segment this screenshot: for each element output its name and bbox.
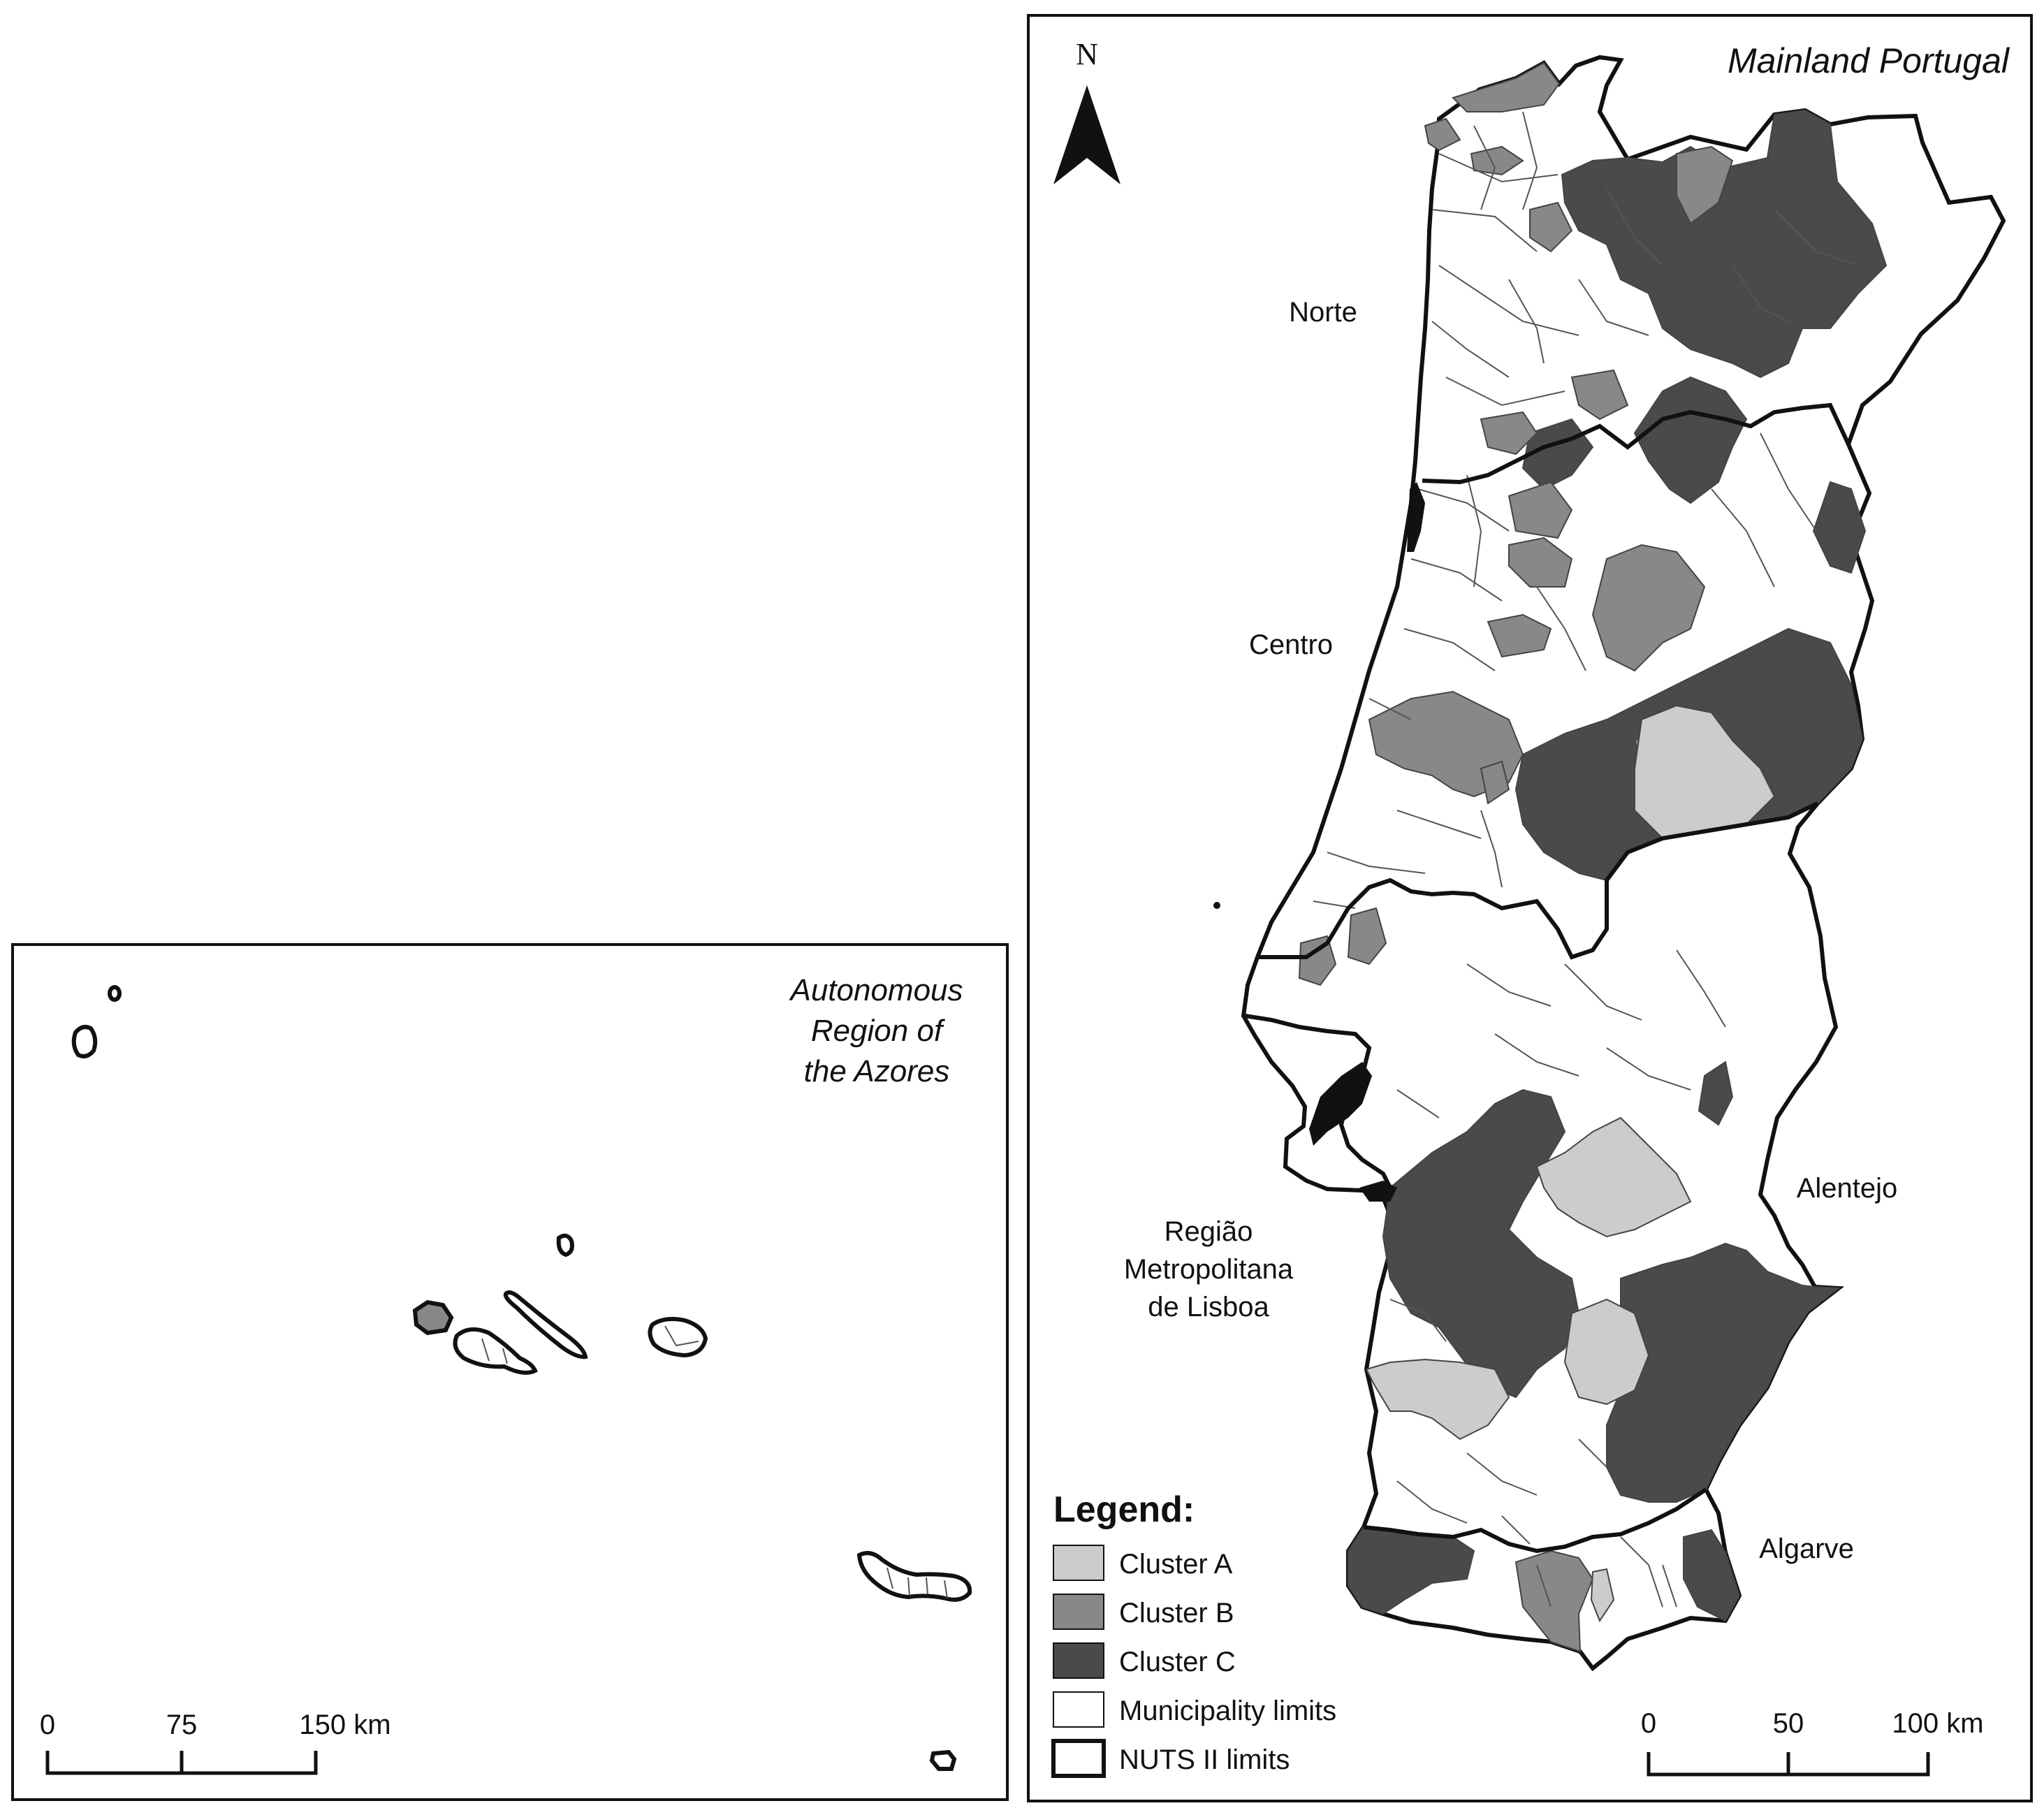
- cluster-c-algarve-east: [1683, 1529, 1741, 1622]
- cluster-b-centro-4: [1487, 613, 1552, 658]
- azores-scale-label-0: 0: [40, 1710, 55, 1740]
- cluster-a-alentejo-north: [1535, 1116, 1692, 1238]
- cluster-c-alentejo-east: [1606, 1242, 1841, 1503]
- azores-title-line-2: Region of: [811, 1014, 946, 1048]
- azores-frame: [11, 943, 1009, 1801]
- mainland-scale-label-50: 50: [1773, 1708, 1804, 1739]
- cluster-b-centro-6: [1480, 760, 1510, 805]
- azores-scale-label-150: 150 km: [299, 1710, 390, 1740]
- municipality-lines-north: [1431, 111, 1859, 407]
- cluster-b-lisboa-2: [1298, 935, 1337, 986]
- cluster-a-alentejo-west: [1365, 1358, 1510, 1441]
- cluster-b-north-4: [1529, 201, 1573, 253]
- legend-swatch-cluster-c: [1053, 1642, 1104, 1679]
- sao-miguel-municipality-line: [886, 1567, 948, 1599]
- cluster-a-centro: [1634, 704, 1776, 840]
- nuts-centro-lisboa-alentejo: [1257, 801, 1819, 960]
- municipality-limits: [1313, 111, 1859, 1608]
- cluster-b-lisboa-1: [1347, 907, 1387, 965]
- island-corvo: [108, 985, 122, 1002]
- region-label-centro: Centro: [1249, 629, 1333, 660]
- legend-swatch-cluster-b: [1053, 1594, 1104, 1630]
- island-santa-maria: [929, 1749, 957, 1771]
- mainland-scale-label-0: 0: [1641, 1708, 1656, 1739]
- region-label-lisboa-line-2: Metropolitana: [1124, 1254, 1294, 1285]
- terceira-municipality-line: [664, 1325, 699, 1347]
- aveiro-lagoon: [1407, 482, 1425, 552]
- cluster-b-centro-2: [1508, 537, 1573, 588]
- island-sao-jorge: [503, 1290, 588, 1360]
- region-label-lisboa-line-3: de Lisboa: [1148, 1292, 1269, 1322]
- cluster-c-alentejo-west: [1382, 1088, 1580, 1399]
- legend-label-nuts: NUTS II limits: [1119, 1744, 1290, 1775]
- mainland-title: Mainland Portugal: [1728, 41, 2010, 80]
- cluster-c-east-border: [1812, 481, 1867, 574]
- tagus-estuary: [1309, 1062, 1372, 1146]
- legend: Legend: Cluster A Cluster B Cluster C Mu…: [1051, 1489, 1336, 1778]
- mainland-scale-line: [1647, 1752, 1930, 1777]
- cluster-b-north-7: [1570, 369, 1629, 421]
- azores-panel: Autonomous Region of the Azores 0 75 150: [11, 943, 1009, 1801]
- region-label-lisboa-line-1: Região: [1165, 1216, 1253, 1247]
- azores-scale-line: [45, 1751, 318, 1775]
- mainland-scale-bar: 0 50 100 km: [1641, 1708, 1984, 1777]
- sado-estuary: [1359, 1181, 1397, 1202]
- cluster-c-north-central: [1633, 376, 1748, 504]
- region-label-alentejo: Alentejo: [1797, 1173, 1898, 1204]
- cluster-b-north-5: [1676, 145, 1734, 225]
- legend-swatch-cluster-a: [1053, 1545, 1104, 1581]
- cluster-b-north-1: [1452, 61, 1561, 112]
- cluster-b-north-3: [1470, 145, 1524, 176]
- legend-label-cluster-c: Cluster C: [1119, 1647, 1236, 1677]
- nuts-norte-centro: [1422, 402, 1850, 485]
- north-label: N: [1076, 37, 1098, 71]
- cluster-b-centro-1: [1508, 481, 1573, 539]
- municipality-lines-centro: [1313, 432, 1817, 909]
- region-label-algarve: Algarve: [1759, 1533, 1854, 1564]
- region-label-norte: Norte: [1289, 297, 1357, 328]
- cluster-b-algarve-1: [1514, 1550, 1594, 1653]
- estuaries: [1213, 482, 1425, 1202]
- pico-municipality-line: [481, 1338, 508, 1364]
- azores-title-line-1: Autonomous: [788, 973, 963, 1007]
- island-faial: [412, 1299, 454, 1336]
- island-graciosa: [556, 1233, 574, 1258]
- cluster-c-alentejo-small: [1698, 1060, 1734, 1126]
- azores-municipality-lines: [481, 1325, 948, 1599]
- north-arrow-shape: [1053, 85, 1120, 184]
- azores-scale-bar: 0 75 150 km: [40, 1710, 391, 1775]
- island-flores: [71, 1025, 98, 1058]
- cluster-b-north-6: [1480, 411, 1538, 455]
- berlengas-island: [1213, 902, 1220, 909]
- azores-scale-label-75: 75: [166, 1710, 198, 1740]
- island-terceira: [648, 1317, 708, 1358]
- azores-title-line-3: the Azores: [804, 1054, 950, 1088]
- cluster-a-alentejo-south: [1563, 1298, 1650, 1406]
- legend-swatch-nuts: [1051, 1739, 1106, 1778]
- mainland-scale-label-100: 100 km: [1892, 1708, 1983, 1739]
- nuts-alentejo-algarve: [1363, 1487, 1707, 1554]
- island-sao-miguel: [856, 1551, 972, 1602]
- municipality-lines-south: [1389, 949, 1726, 1608]
- mainland-panel: Mainland Portugal N: [1027, 14, 2033, 1802]
- cluster-b-north-2: [1424, 117, 1461, 152]
- legend-swatch-municipality: [1053, 1691, 1104, 1728]
- legend-title: Legend:: [1053, 1489, 1195, 1530]
- legend-label-cluster-b: Cluster B: [1119, 1598, 1234, 1628]
- north-arrow-icon: N: [1053, 37, 1120, 184]
- legend-label-cluster-a: Cluster A: [1119, 1549, 1233, 1580]
- cluster-a-algarve: [1590, 1568, 1615, 1623]
- cluster-b-centro-3: [1591, 544, 1706, 672]
- island-pico: [453, 1327, 538, 1375]
- nuts-limits: [1244, 402, 1850, 1554]
- azores-islands: [71, 985, 972, 1771]
- legend-label-municipality: Municipality limits: [1119, 1696, 1336, 1726]
